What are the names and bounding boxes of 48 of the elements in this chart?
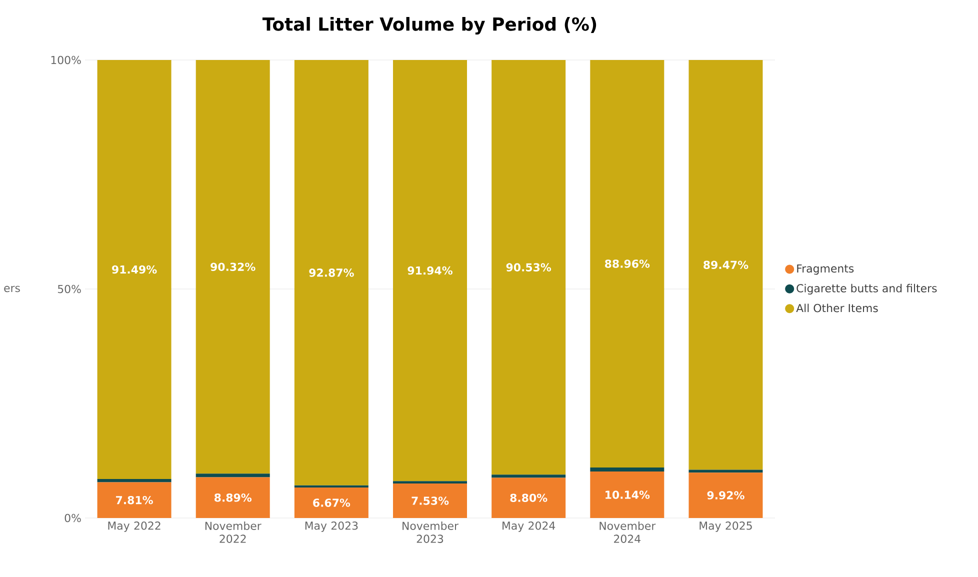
data-label: 9.92% (707, 491, 744, 500)
x-tick-label: November 2022 (205, 522, 262, 543)
bar (97, 479, 172, 482)
bar (590, 467, 664, 472)
x-tick-label: May 2022 (108, 522, 160, 532)
data-label: 89.47% (704, 260, 748, 270)
x-tick-label: May 2024 (502, 522, 556, 532)
data-label: 7.81% (116, 496, 153, 504)
x-tick-label: May 2025 (700, 522, 752, 532)
data-label: 91.94% (408, 266, 452, 275)
bar (196, 60, 270, 474)
bar (97, 482, 172, 518)
x-tick-label: November 2023 (402, 522, 459, 543)
bar (590, 472, 664, 518)
data-label: 8.89% (214, 494, 252, 502)
y-tick-label: 100% (51, 56, 81, 64)
bar (590, 60, 664, 468)
data-label: 88.96% (605, 260, 650, 268)
bar (196, 477, 270, 518)
data-label: 91.49% (112, 265, 157, 274)
bar (393, 484, 468, 518)
y-tick-label: 0% (64, 514, 81, 522)
bar (492, 478, 566, 518)
legend-label: Fragments (797, 264, 854, 275)
legend-label: Cigarette butts and filters (796, 284, 937, 295)
data-label: 7.53% (412, 496, 449, 505)
data-label: 6.67% (313, 498, 350, 507)
bar (97, 60, 172, 480)
data-label: 90.53% (506, 263, 552, 272)
legend-label: All Other Items (796, 304, 878, 312)
bar (294, 60, 368, 486)
bar (688, 60, 763, 470)
bar (294, 487, 368, 518)
y-tick-label: 50% (58, 284, 81, 294)
bar (492, 60, 566, 475)
data-label: 92.87% (309, 268, 354, 277)
data-label: 10.14% (606, 490, 650, 499)
bar (393, 481, 468, 484)
x-tick-label: May 2023 (305, 522, 358, 532)
x-tick-label: November 2024 (600, 522, 656, 543)
bar (393, 60, 468, 482)
bar (492, 474, 566, 478)
bar (196, 474, 270, 478)
data-label: 90.32% (210, 262, 256, 271)
y-axis-title: ers (4, 286, 20, 292)
chart-title: Total Litter Volume by Period (%) (262, 17, 596, 34)
data-label: 8.80% (510, 494, 548, 502)
bar (688, 472, 763, 518)
